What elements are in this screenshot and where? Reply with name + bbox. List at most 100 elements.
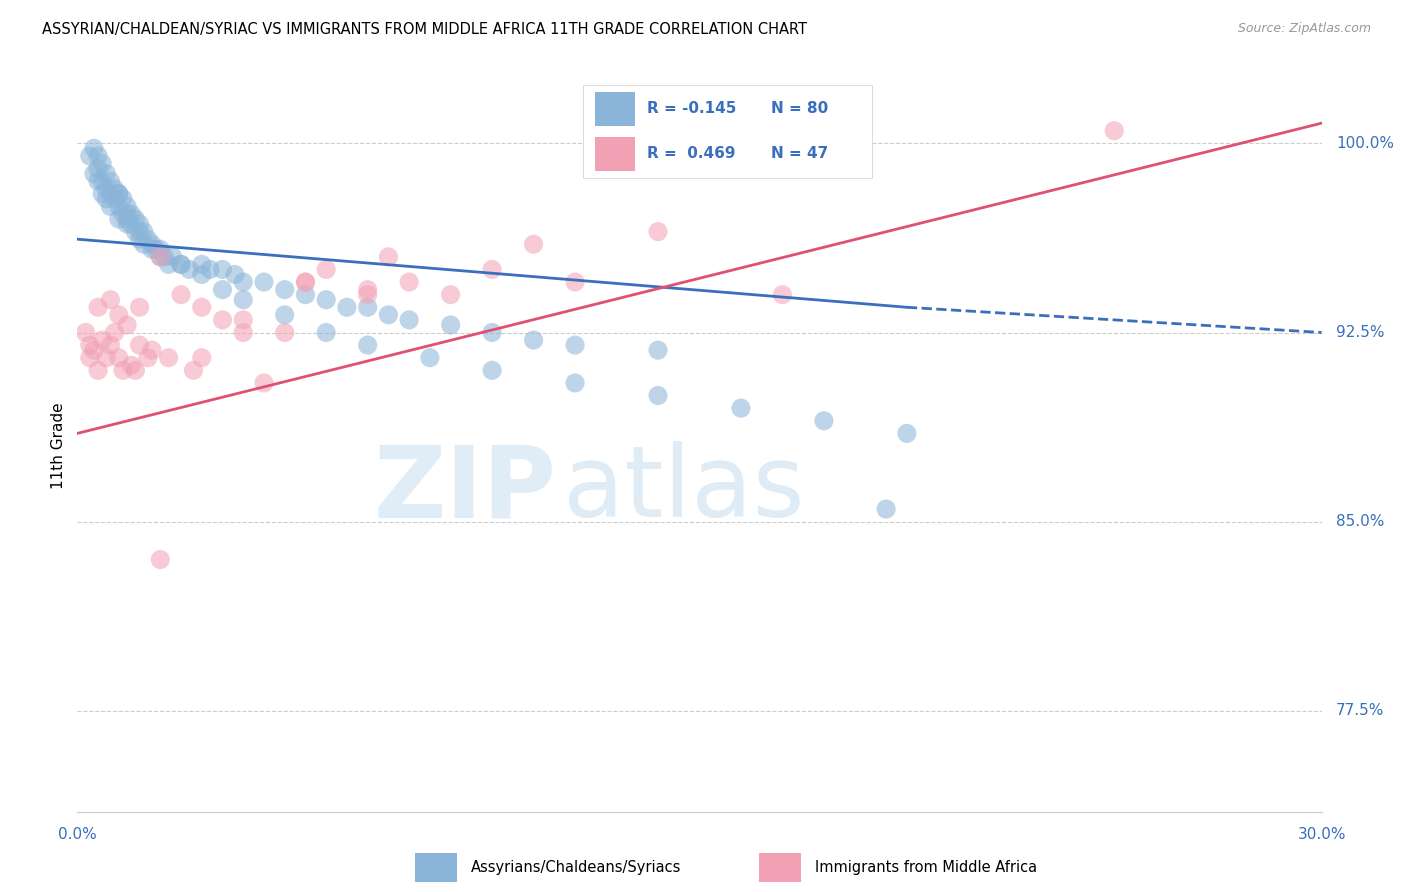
Point: [79, 149, 101, 163]
Point: [120, 359, 142, 373]
Point: [183, 363, 205, 377]
Point: [336, 300, 359, 314]
Text: ASSYRIAN/CHALDEAN/SYRIAC VS IMMIGRANTS FROM MIDDLE AFRICA 11TH GRADE CORRELATION: ASSYRIAN/CHALDEAN/SYRIAC VS IMMIGRANTS F…: [42, 22, 807, 37]
Point: [523, 237, 546, 252]
Point: [108, 308, 129, 322]
Point: [83, 141, 105, 155]
Point: [274, 308, 297, 322]
Point: [96, 351, 118, 365]
Point: [104, 326, 127, 340]
Point: [211, 313, 233, 327]
Point: [813, 414, 835, 428]
Y-axis label: 11th Grade: 11th Grade: [51, 402, 66, 490]
Point: [132, 225, 155, 239]
Point: [79, 338, 101, 352]
Point: [274, 283, 297, 297]
Point: [157, 351, 180, 365]
Text: Source: ZipAtlas.com: Source: ZipAtlas.com: [1237, 22, 1371, 36]
Text: 92.5%: 92.5%: [1336, 325, 1385, 340]
Point: [772, 287, 794, 301]
Point: [91, 174, 114, 188]
Point: [108, 186, 129, 201]
Point: [104, 182, 127, 196]
Point: [120, 207, 142, 221]
Point: [875, 502, 897, 516]
FancyBboxPatch shape: [595, 92, 636, 126]
Point: [647, 225, 669, 239]
Point: [111, 363, 134, 377]
Point: [232, 293, 254, 307]
Point: [111, 207, 134, 221]
Point: [170, 257, 193, 271]
Point: [315, 293, 337, 307]
Point: [124, 212, 146, 227]
Point: [96, 167, 118, 181]
FancyBboxPatch shape: [595, 137, 636, 171]
Point: [647, 388, 669, 402]
Point: [75, 326, 97, 340]
Point: [191, 268, 214, 282]
Text: N = 80: N = 80: [770, 101, 828, 116]
Point: [124, 363, 146, 377]
Point: [730, 401, 752, 416]
Point: [896, 426, 918, 441]
Text: R = -0.145: R = -0.145: [647, 101, 737, 116]
Point: [96, 192, 118, 206]
FancyBboxPatch shape: [415, 853, 457, 881]
Point: [136, 351, 159, 365]
Point: [162, 250, 184, 264]
Text: Assyrians/Chaldeans/Syriacs: Assyrians/Chaldeans/Syriacs: [471, 860, 682, 875]
Point: [128, 300, 150, 314]
Point: [153, 250, 176, 264]
Point: [357, 338, 380, 352]
Point: [564, 275, 586, 289]
Point: [100, 186, 122, 201]
Point: [100, 174, 122, 188]
Text: 0.0%: 0.0%: [58, 827, 97, 842]
Point: [115, 212, 138, 227]
Point: [481, 326, 503, 340]
Point: [481, 363, 503, 377]
Point: [128, 338, 150, 352]
Point: [87, 161, 110, 176]
Point: [100, 293, 122, 307]
Point: [357, 283, 380, 297]
Point: [115, 318, 138, 332]
Point: [108, 199, 129, 213]
Point: [253, 376, 276, 390]
Point: [419, 351, 441, 365]
Point: [398, 313, 420, 327]
Point: [149, 552, 172, 566]
Point: [87, 363, 110, 377]
Point: [232, 313, 254, 327]
Point: [108, 351, 129, 365]
Point: [96, 182, 118, 196]
Point: [149, 250, 172, 264]
Point: [170, 257, 193, 271]
Text: 85.0%: 85.0%: [1336, 514, 1385, 529]
Point: [115, 199, 138, 213]
Point: [439, 287, 461, 301]
Point: [315, 262, 337, 277]
Text: atlas: atlas: [562, 442, 804, 539]
Point: [141, 237, 163, 252]
Point: [100, 338, 122, 352]
Point: [128, 217, 150, 231]
FancyBboxPatch shape: [583, 85, 872, 178]
Point: [481, 262, 503, 277]
Point: [136, 232, 159, 246]
Point: [232, 326, 254, 340]
Text: N = 47: N = 47: [770, 146, 828, 161]
Point: [224, 268, 246, 282]
Point: [315, 326, 337, 340]
Text: Immigrants from Middle Africa: Immigrants from Middle Africa: [815, 860, 1038, 875]
Point: [294, 287, 316, 301]
Point: [115, 207, 138, 221]
Point: [87, 174, 110, 188]
Point: [357, 300, 380, 314]
Point: [170, 287, 193, 301]
Point: [141, 242, 163, 256]
Point: [191, 257, 214, 271]
Point: [253, 275, 276, 289]
Point: [357, 287, 380, 301]
